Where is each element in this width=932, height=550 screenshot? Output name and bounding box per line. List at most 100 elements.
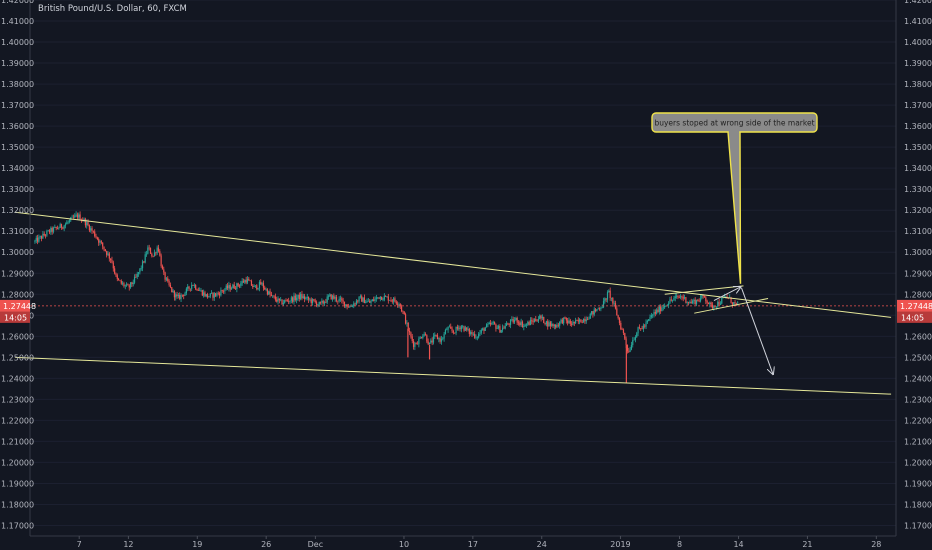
candle-body [675, 296, 678, 297]
candle-body [468, 328, 470, 334]
candle-body [321, 300, 323, 303]
candle-body [387, 296, 389, 301]
candle-body [374, 298, 376, 301]
candle-body [280, 299, 282, 301]
candle-body [261, 283, 263, 285]
y-tick-label-right: 1.33000 [904, 185, 932, 194]
candle-body [549, 322, 551, 326]
candle-body [551, 323, 553, 326]
y-tick-label-left: 1.29000 [1, 269, 34, 278]
candle-body [225, 285, 227, 290]
candle-body [335, 297, 338, 301]
candle-body [444, 330, 447, 334]
current-price-label-left: 1.27448 [3, 302, 36, 311]
candle-body [507, 323, 509, 325]
candle-body [88, 225, 90, 231]
candle-body [681, 296, 683, 298]
candle-body [386, 296, 388, 298]
candle-body [569, 320, 571, 324]
candle-body [270, 294, 272, 296]
candle-body [177, 295, 180, 297]
candle-body [479, 332, 481, 334]
candle-body [285, 300, 287, 301]
candle-body [462, 326, 464, 327]
candle-body [327, 296, 330, 297]
y-tick-label-right: 1.21000 [904, 437, 932, 446]
candle-body [660, 306, 662, 312]
candle-body [456, 327, 458, 329]
candle-body [358, 296, 360, 302]
candle-body [246, 278, 249, 283]
candle-body [492, 322, 494, 323]
candle-body [424, 334, 427, 336]
candle-body [521, 321, 524, 328]
candle-body [304, 296, 306, 299]
candle-body [375, 297, 377, 299]
candle-body [168, 280, 170, 285]
candle-body [689, 301, 691, 304]
candle-body [294, 295, 296, 301]
candle-body [572, 321, 574, 325]
candle-body [710, 302, 712, 305]
candle-body [577, 320, 579, 322]
candle-body [338, 298, 340, 302]
candle-body [167, 278, 169, 281]
candle-body [638, 327, 640, 329]
candle-body [216, 293, 218, 296]
candle-body [504, 325, 506, 329]
candle-body [630, 345, 633, 350]
candle-body [278, 298, 280, 301]
candle-body [576, 320, 578, 321]
candle-body [116, 275, 118, 279]
candle-body [555, 324, 557, 328]
candle-body [399, 304, 401, 307]
candle-body [488, 322, 490, 325]
candle-body [640, 328, 642, 329]
upper-trendline [15, 211, 892, 318]
candle-body [717, 301, 719, 307]
candle-body [634, 337, 637, 340]
candle-body [620, 322, 622, 330]
candle-body [423, 334, 425, 336]
candle-body [362, 297, 364, 302]
candle-body [598, 308, 601, 310]
current-time-tag-right [897, 311, 932, 323]
candle-body [642, 325, 644, 330]
candle-body [252, 285, 254, 288]
candle-body [123, 283, 125, 287]
x-tick-label: 17 [468, 540, 478, 549]
y-tick-label-left: 1.30000 [1, 248, 34, 257]
candle-body [487, 324, 489, 325]
candle-body [156, 247, 158, 254]
candle-body [378, 297, 380, 299]
candle-body [537, 319, 540, 322]
candle-body [238, 285, 241, 287]
candle-body [641, 328, 643, 330]
candle-body [450, 326, 452, 329]
candle-body [394, 298, 396, 302]
candle-body [262, 283, 265, 288]
candle-body [164, 272, 166, 280]
candle-body [669, 299, 671, 304]
candle-body [343, 301, 346, 307]
candle-body [519, 322, 521, 326]
candle-body [282, 302, 284, 305]
current-price-tag-right [897, 299, 932, 312]
candle-body [175, 294, 177, 298]
candle-body [383, 296, 385, 300]
candle-body [400, 306, 403, 311]
candle-body [452, 331, 455, 333]
candle-body [420, 337, 423, 338]
candle-body [722, 297, 724, 299]
candle-body [682, 297, 684, 299]
candle-body [464, 327, 466, 331]
y-tick-label-left: 1.39000 [1, 59, 34, 68]
candle-body [353, 303, 355, 307]
y-tick-label-left: 1.25000 [1, 353, 34, 362]
candle-body [86, 222, 88, 226]
candle-body [95, 236, 97, 238]
candle-body [533, 319, 536, 323]
plot-layer [30, 211, 896, 383]
y-tick-label-left: 1.22000 [1, 416, 34, 425]
